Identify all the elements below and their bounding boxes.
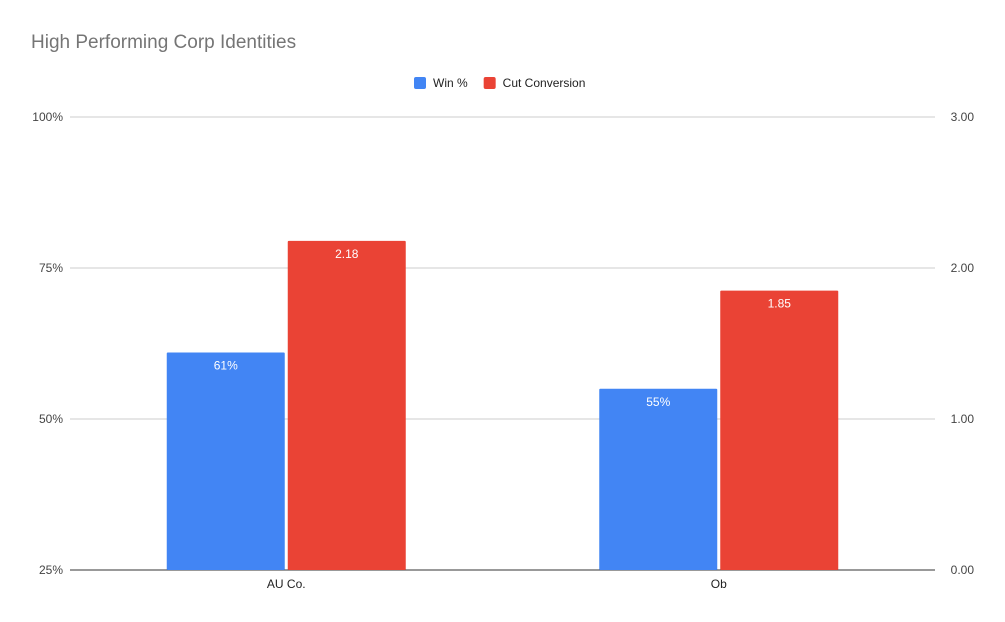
y-right-tick-label: 1.00 [951,412,975,426]
y-left-tick-label: 100% [32,110,63,124]
y-right-tick-label: 3.00 [951,110,975,124]
legend: Win % Cut Conversion [414,76,585,90]
y-left-tick-label: 50% [39,412,63,426]
axes: 25% 50% 75% 100% 0.00 1.00 2.00 3.00 AU Co. Ob [32,110,974,591]
bar-cut-conversion [287,240,406,570]
legend-label: Win % [433,76,468,90]
bar-win-pct [166,352,285,570]
bar-data-label: 1.85 [768,297,792,311]
bar-win-pct [599,388,718,570]
legend-swatch [483,77,496,89]
y-left-tick-label: 75% [39,261,63,275]
x-category-label: Ob [711,577,727,591]
y-right-tick-label: 2.00 [951,261,975,275]
chart-title: High Performing Corp Identities [31,32,297,53]
data-labels: 61% 2.18 55% 1.85 [214,247,792,409]
bar-data-label: 55% [646,395,670,409]
legend-label: Cut Conversion [503,76,586,90]
bar-cut-conversion [720,290,839,570]
bar-data-label: 2.18 [335,247,359,261]
y-right-tick-label: 0.00 [951,563,975,577]
bars [166,240,839,570]
y-left-tick-label: 25% [39,563,63,577]
bar-data-label: 61% [214,359,238,373]
legend-swatch [414,77,426,89]
x-category-label: AU Co. [267,577,306,591]
